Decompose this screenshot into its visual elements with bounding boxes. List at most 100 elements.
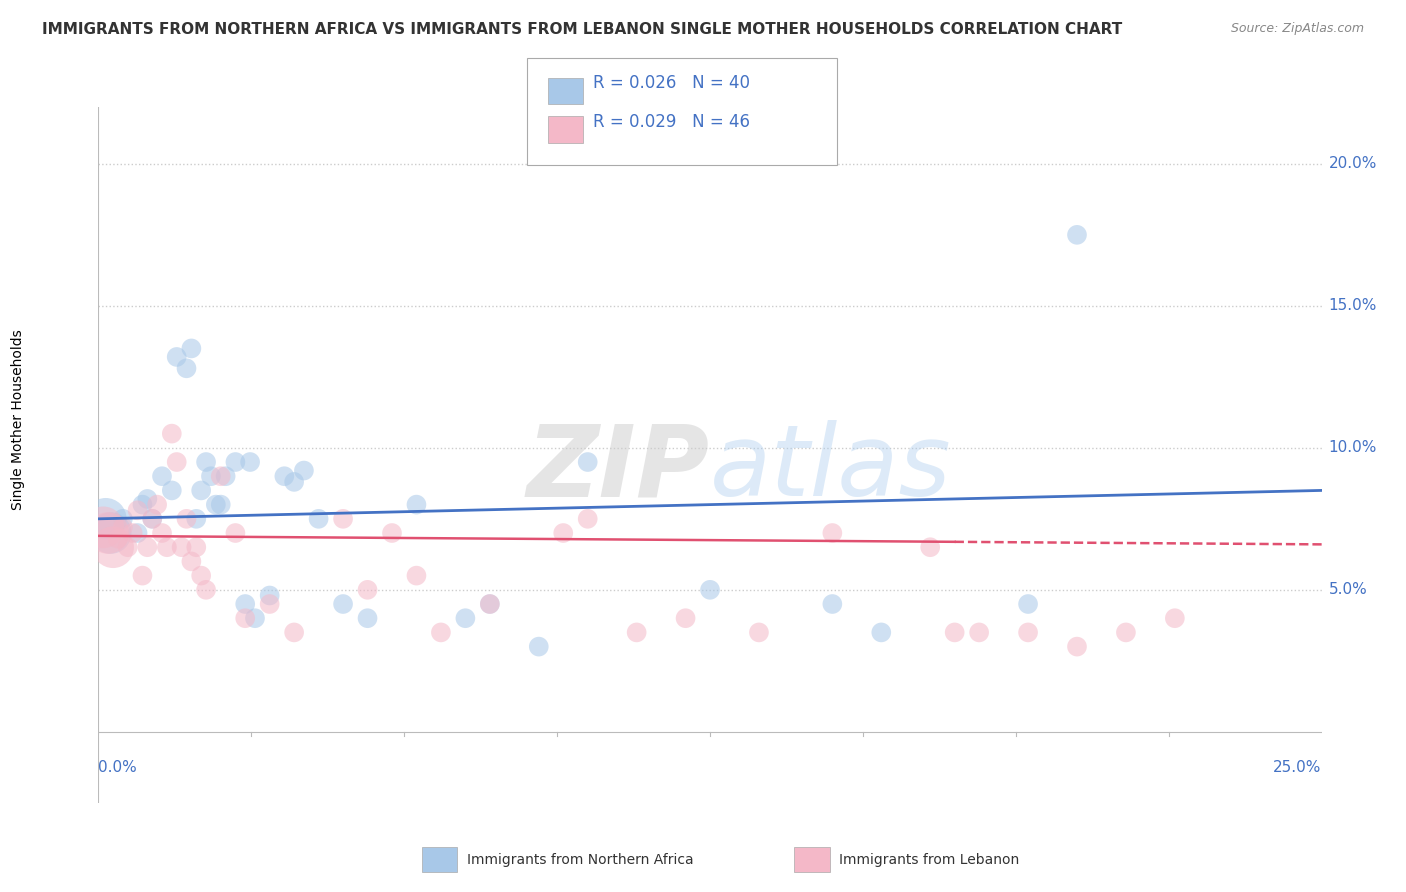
Point (1115, 625, 1137, 640)
Point (166, 350, 188, 364)
Point (146, 498, 169, 512)
Point (920, 540, 942, 554)
Point (190, 568, 212, 582)
Point (332, 512, 354, 526)
Point (233, 611, 256, 625)
Point (430, 625, 453, 640)
Point (111, 512, 134, 526)
Point (195, 582, 218, 597)
Point (273, 469, 295, 483)
Point (127, 503, 149, 517)
Text: 5.0%: 5.0% (1329, 582, 1367, 598)
Point (209, 498, 232, 512)
Point (160, 426, 183, 441)
Point (166, 455, 188, 469)
Point (209, 469, 232, 483)
Point (131, 568, 153, 582)
Point (141, 512, 163, 526)
Point (180, 342, 202, 356)
Point (136, 491, 159, 506)
Text: IMMIGRANTS FROM NORTHERN AFRICA VS IMMIGRANTS FROM LEBANON SINGLE MOTHER HOUSEHO: IMMIGRANTS FROM NORTHERN AFRICA VS IMMIG… (42, 22, 1122, 37)
Point (101, 540, 124, 554)
Point (699, 582, 721, 597)
Text: R = 0.026   N = 40: R = 0.026 N = 40 (593, 74, 751, 92)
Point (186, 512, 208, 526)
Point (1164, 611, 1187, 625)
Point (136, 540, 159, 554)
Point (405, 568, 427, 582)
Text: Source: ZipAtlas.com: Source: ZipAtlas.com (1230, 22, 1364, 36)
Point (626, 625, 648, 640)
Point (356, 611, 378, 625)
Point (405, 498, 427, 512)
Point (576, 455, 599, 469)
Point (97, 526, 120, 541)
Point (160, 483, 183, 498)
Text: Single Mother Households: Single Mother Households (11, 329, 25, 510)
Point (454, 611, 477, 625)
Text: 20.0%: 20.0% (1329, 156, 1376, 171)
Point (186, 540, 208, 554)
Text: ZIP: ZIP (527, 420, 710, 517)
Point (553, 526, 575, 541)
Point (283, 475, 305, 489)
Point (205, 498, 228, 512)
Point (1017, 597, 1039, 611)
Point (1066, 227, 1088, 242)
Point (259, 597, 281, 611)
Point (332, 597, 354, 611)
Point (224, 455, 246, 469)
Point (176, 512, 198, 526)
Point (107, 532, 129, 546)
Text: 0.0%: 0.0% (98, 760, 138, 775)
Text: R = 0.029   N = 46: R = 0.029 N = 46 (593, 113, 751, 131)
Point (150, 469, 173, 483)
Point (748, 625, 770, 640)
Point (283, 625, 305, 640)
Point (1017, 625, 1039, 640)
Point (821, 526, 844, 541)
Point (111, 520, 134, 534)
Point (1066, 640, 1088, 654)
Point (308, 512, 330, 526)
Point (967, 625, 990, 640)
Text: Immigrants from Lebanon: Immigrants from Lebanon (839, 853, 1019, 867)
Point (176, 361, 198, 376)
Point (100, 526, 122, 541)
Text: 10.0%: 10.0% (1329, 441, 1376, 455)
Point (224, 526, 246, 541)
Point (675, 611, 697, 625)
Point (943, 625, 966, 640)
Point (233, 597, 256, 611)
Point (200, 469, 222, 483)
Point (870, 625, 893, 640)
Point (527, 640, 550, 654)
Point (478, 597, 501, 611)
Point (127, 526, 149, 541)
Point (170, 540, 193, 554)
Point (259, 589, 281, 603)
Point (821, 597, 844, 611)
Point (131, 498, 153, 512)
Point (576, 512, 599, 526)
Point (156, 540, 179, 554)
Text: atlas: atlas (710, 420, 952, 517)
Text: Immigrants from Northern Africa: Immigrants from Northern Africa (467, 853, 693, 867)
Point (195, 455, 218, 469)
Point (180, 554, 202, 568)
Point (141, 512, 163, 526)
Point (150, 526, 173, 541)
Point (243, 611, 266, 625)
Point (478, 597, 501, 611)
Point (117, 540, 139, 554)
Point (381, 526, 404, 541)
Point (292, 464, 315, 478)
Point (356, 582, 378, 597)
Point (121, 526, 143, 541)
Point (94, 512, 117, 526)
Point (91, 520, 114, 534)
Point (190, 483, 212, 498)
Text: 25.0%: 25.0% (1274, 760, 1322, 775)
Point (239, 455, 262, 469)
Point (214, 469, 236, 483)
